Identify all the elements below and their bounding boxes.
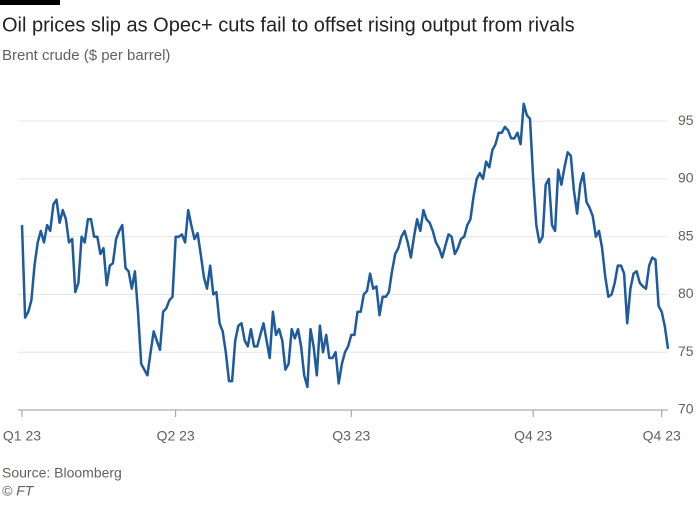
y-tick-label: 85 xyxy=(678,227,694,243)
credit: © FT xyxy=(2,483,35,499)
y-tick-label: 75 xyxy=(678,343,694,359)
x-tick-label: Q2 23 xyxy=(157,428,195,444)
chart-subtitle: Brent crude ($ per barrel) xyxy=(2,47,170,64)
source: Source: Bloomberg xyxy=(2,465,122,481)
chart-title: Oil prices slip as Opec+ cuts fail to of… xyxy=(2,14,575,36)
x-tick-label: Q4 23 xyxy=(514,428,552,444)
y-tick-label: 70 xyxy=(678,401,694,417)
y-tick-label: 90 xyxy=(678,170,694,186)
x-tick-label: Q4 23 xyxy=(643,428,681,444)
y-tick-label: 95 xyxy=(678,112,694,128)
x-tick-label: Q3 23 xyxy=(332,428,370,444)
y-tick-label: 80 xyxy=(678,285,694,301)
x-tick-label: Q1 23 xyxy=(3,428,41,444)
brand-bar xyxy=(0,0,60,5)
price-line xyxy=(20,102,670,389)
